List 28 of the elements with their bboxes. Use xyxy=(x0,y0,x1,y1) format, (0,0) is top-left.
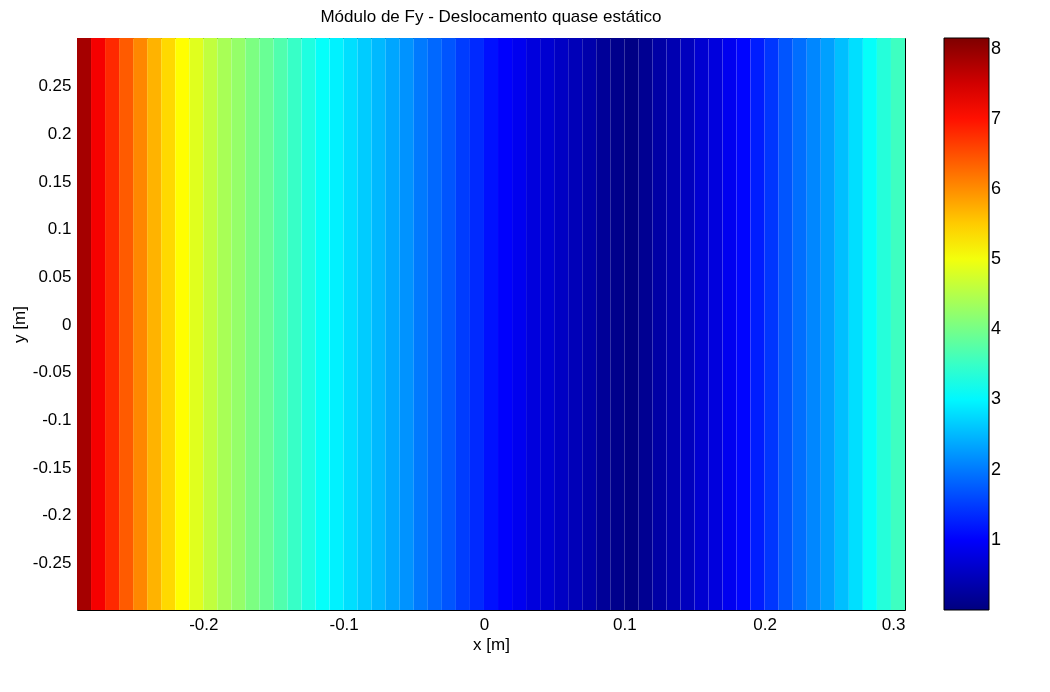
x-tick-label: -0.1 xyxy=(329,614,359,634)
x-tick-label: 0.2 xyxy=(753,614,777,634)
color-bar-label: 5 xyxy=(991,248,1002,269)
chart-title: Módulo de Fy - Deslocamento quase estático xyxy=(320,7,662,26)
x-tick-label: -0.2 xyxy=(189,614,219,634)
color-bar-label: 3 xyxy=(991,388,1002,409)
y-tick-label: 0 xyxy=(62,314,72,334)
y-tick-label: 0.25 xyxy=(38,76,72,96)
color-bar-label: 6 xyxy=(991,177,1002,198)
y-tick-label: -0.15 xyxy=(32,457,72,477)
y-tick-label: -0.25 xyxy=(32,552,72,572)
y-tick-label: -0.1 xyxy=(42,409,72,429)
y-tick-label: 0.1 xyxy=(47,219,72,239)
color-bar-label: 2 xyxy=(991,458,1002,479)
y-tick-label: -0.2 xyxy=(42,505,72,525)
x-tick-label: 0.1 xyxy=(613,614,637,634)
y-tick-label: 0.15 xyxy=(38,171,72,191)
y-axis-title: y [m] xyxy=(9,306,29,343)
x-tick-label: 0.3 xyxy=(881,614,906,634)
color-bar-label: 4 xyxy=(991,318,1002,339)
color-bar-label: 1 xyxy=(991,528,1002,549)
x-axis-title: x [m] xyxy=(473,634,510,654)
y-tick-label: 0.05 xyxy=(38,266,72,286)
x-tick-label: 0 xyxy=(479,614,490,634)
y-tick-label: -0.05 xyxy=(32,362,72,382)
color-bar-label: 8 xyxy=(991,37,1002,58)
color-bar-label: 7 xyxy=(991,107,1002,128)
y-tick-label: 0.2 xyxy=(47,123,72,143)
